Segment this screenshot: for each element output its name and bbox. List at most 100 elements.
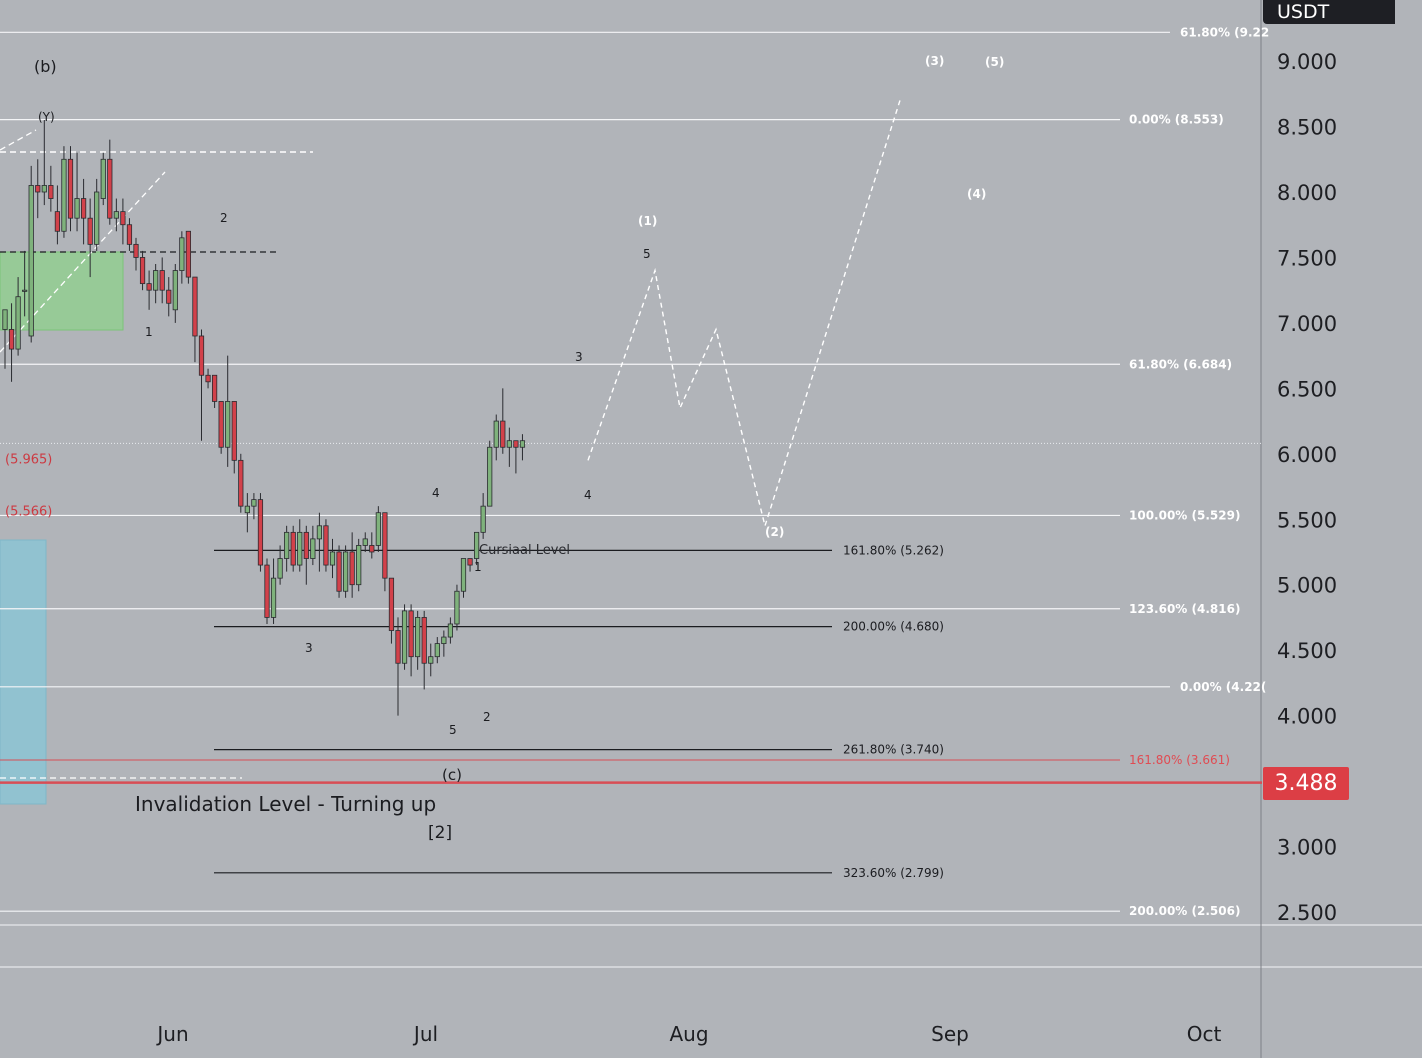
wave-label-y: (Y)	[38, 110, 55, 124]
wave-label-1b: 1	[474, 560, 482, 574]
candle-body	[428, 656, 434, 664]
candle-body	[61, 158, 67, 232]
projected-wave-path	[587, 100, 901, 529]
candle-body	[231, 401, 237, 461]
diagonal-dashed-line	[0, 171, 166, 353]
candle-body	[329, 551, 336, 566]
candle-body	[159, 270, 165, 291]
side-price-label-1: (5.566)	[5, 505, 52, 520]
candle-body	[480, 505, 486, 533]
candle-body	[139, 257, 146, 285]
candle-body	[303, 531, 309, 559]
wave-label-4b: 4	[584, 488, 592, 502]
level-label-10: 323.60% (2.799)	[843, 866, 944, 880]
candle-body	[225, 401, 231, 448]
projection-label-2: (2)	[765, 525, 784, 539]
candle-body	[342, 551, 349, 592]
blue-zone-box	[0, 539, 47, 805]
level-label-9: 261.80% (3.740)	[843, 743, 944, 757]
candle-body	[362, 538, 368, 546]
candle-body	[297, 531, 303, 566]
level-label-4: 123.60% (4.816)	[1129, 602, 1240, 616]
candle-body	[107, 158, 113, 219]
y-tick-label: 7.500	[1277, 246, 1337, 270]
candle-body	[506, 440, 512, 448]
y-tick-label: 2.500	[1277, 901, 1337, 925]
level-label-0: 61.80% (9.22	[1180, 25, 1269, 39]
candle-body	[388, 577, 395, 631]
candle-body	[218, 401, 224, 448]
y-tick-label: 9.000	[1277, 50, 1337, 74]
candle-body	[316, 525, 323, 540]
wave-label-5a: 5	[449, 723, 457, 737]
wave-label-3b: 3	[575, 350, 583, 364]
wave-label-4a: 4	[432, 486, 440, 500]
level-label-7: 161.80% (5.262)	[843, 543, 944, 557]
candle-body	[94, 191, 100, 245]
y-tick-label: 3.000	[1277, 836, 1337, 860]
candle-body	[460, 558, 467, 592]
wave-label-1a: 1	[145, 325, 153, 339]
current-price-badge: 3.488	[1263, 767, 1349, 800]
candle-body	[15, 296, 21, 350]
candle-body	[415, 617, 421, 658]
x-tick-label: Sep	[931, 1022, 969, 1046]
candle-body	[244, 505, 250, 514]
candle-body	[310, 538, 316, 559]
candle-body	[74, 198, 80, 219]
candle-body	[421, 617, 427, 664]
candle-body	[467, 558, 473, 566]
candle-body	[257, 499, 264, 566]
candle-body	[54, 211, 61, 232]
candle-body	[87, 217, 93, 245]
level-label-2: 61.80% (6.684)	[1129, 357, 1232, 371]
candle-body	[454, 590, 460, 625]
candle-body	[290, 531, 296, 566]
candle-body	[401, 610, 408, 664]
wave-label-3a: 3	[305, 641, 313, 655]
candle-body	[8, 329, 15, 350]
candle-body	[473, 531, 480, 559]
level-label-1: 0.00% (8.553)	[1129, 113, 1224, 127]
x-tick-label: Oct	[1187, 1022, 1222, 1046]
quote-currency-label: USDT	[1263, 0, 1395, 24]
side-price-label-0: (5.965)	[5, 452, 52, 467]
y-tick-label: 7.000	[1277, 312, 1337, 336]
y-tick-label: 5.500	[1277, 508, 1337, 532]
candle-body	[270, 577, 277, 618]
candle-body	[356, 545, 362, 586]
candle-body	[408, 610, 414, 658]
candle-body	[336, 551, 342, 592]
candle-body	[185, 230, 191, 278]
candle-body	[2, 309, 8, 330]
candle-body	[166, 289, 172, 304]
candle-body	[251, 499, 257, 507]
candle-body	[277, 558, 283, 579]
candle-body	[205, 374, 211, 383]
candle-body	[48, 185, 54, 199]
candle-body	[323, 525, 329, 566]
candle-body	[41, 185, 47, 193]
candle-body	[35, 185, 41, 193]
level-label-5: 0.00% (4.22(	[1180, 680, 1266, 694]
candle-body	[369, 545, 375, 553]
x-tick-label: Aug	[669, 1022, 708, 1046]
projection-label-3: (3)	[925, 54, 944, 68]
candle-body	[375, 512, 381, 546]
projection-label-5b: (5)	[985, 55, 1004, 69]
candle-body	[441, 636, 447, 645]
y-tick-label: 4.500	[1277, 639, 1337, 663]
cursiaal-level-label: Cursiaal Level	[479, 543, 570, 558]
level-label-6: 200.00% (2.506)	[1129, 904, 1240, 918]
candle-body	[67, 158, 74, 219]
candle-body	[284, 531, 290, 559]
candle-body	[211, 374, 218, 402]
wave-label-b: (b)	[34, 57, 57, 76]
candle-body	[493, 420, 499, 448]
candle-body	[519, 440, 526, 448]
candle-body	[513, 440, 519, 448]
wave-2-bracket-label: [2]	[428, 823, 452, 843]
wave-label-2b: 2	[483, 710, 491, 724]
candle-body	[172, 270, 178, 311]
